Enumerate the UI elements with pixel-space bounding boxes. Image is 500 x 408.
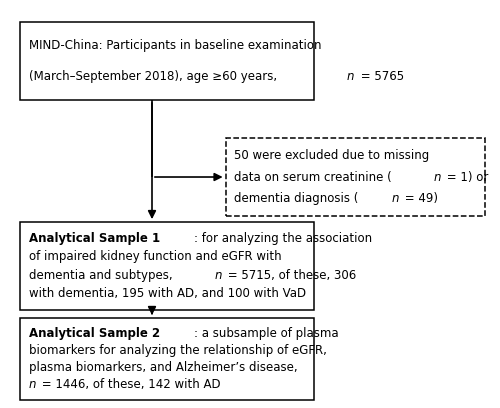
Text: dementia and subtypes,: dementia and subtypes,	[28, 269, 176, 282]
Text: n: n	[347, 71, 354, 84]
Text: n: n	[28, 378, 36, 391]
FancyBboxPatch shape	[20, 22, 314, 100]
Text: with dementia, 195 with AD, and 100 with VaD: with dementia, 195 with AD, and 100 with…	[28, 287, 305, 300]
Text: n: n	[215, 269, 222, 282]
Text: 50 were excluded due to missing: 50 were excluded due to missing	[234, 149, 430, 162]
Text: = 5765: = 5765	[356, 71, 404, 84]
Text: = 1) or: = 1) or	[444, 171, 488, 184]
FancyBboxPatch shape	[20, 222, 314, 310]
Text: Analytical Sample 2: Analytical Sample 2	[28, 327, 160, 340]
FancyBboxPatch shape	[20, 318, 314, 400]
Text: of impaired kidney function and eGFR with: of impaired kidney function and eGFR wit…	[28, 250, 281, 263]
Text: biomarkers for analyzing the relationship of eGFR,: biomarkers for analyzing the relationshi…	[28, 344, 326, 357]
Text: MIND-China: Participants in baseline examination: MIND-China: Participants in baseline exa…	[28, 39, 321, 52]
Text: plasma biomarkers, and Alzheimer’s disease,: plasma biomarkers, and Alzheimer’s disea…	[28, 361, 297, 374]
Text: : a subsample of plasma: : a subsample of plasma	[194, 327, 339, 340]
Text: data on serum creatinine (: data on serum creatinine (	[234, 171, 392, 184]
Text: n: n	[434, 171, 442, 184]
Text: n: n	[392, 192, 399, 205]
Text: = 5715, of these, 306: = 5715, of these, 306	[224, 269, 356, 282]
Text: : for analyzing the association: : for analyzing the association	[194, 232, 372, 245]
Text: Analytical Sample 1: Analytical Sample 1	[28, 232, 160, 245]
Text: dementia diagnosis (: dementia diagnosis (	[234, 192, 358, 205]
FancyBboxPatch shape	[226, 138, 485, 216]
Text: = 1446, of these, 142 with AD: = 1446, of these, 142 with AD	[38, 378, 220, 391]
Text: (March–September 2018), age ≥60 years,: (March–September 2018), age ≥60 years,	[28, 71, 280, 84]
Text: = 49): = 49)	[401, 192, 438, 205]
